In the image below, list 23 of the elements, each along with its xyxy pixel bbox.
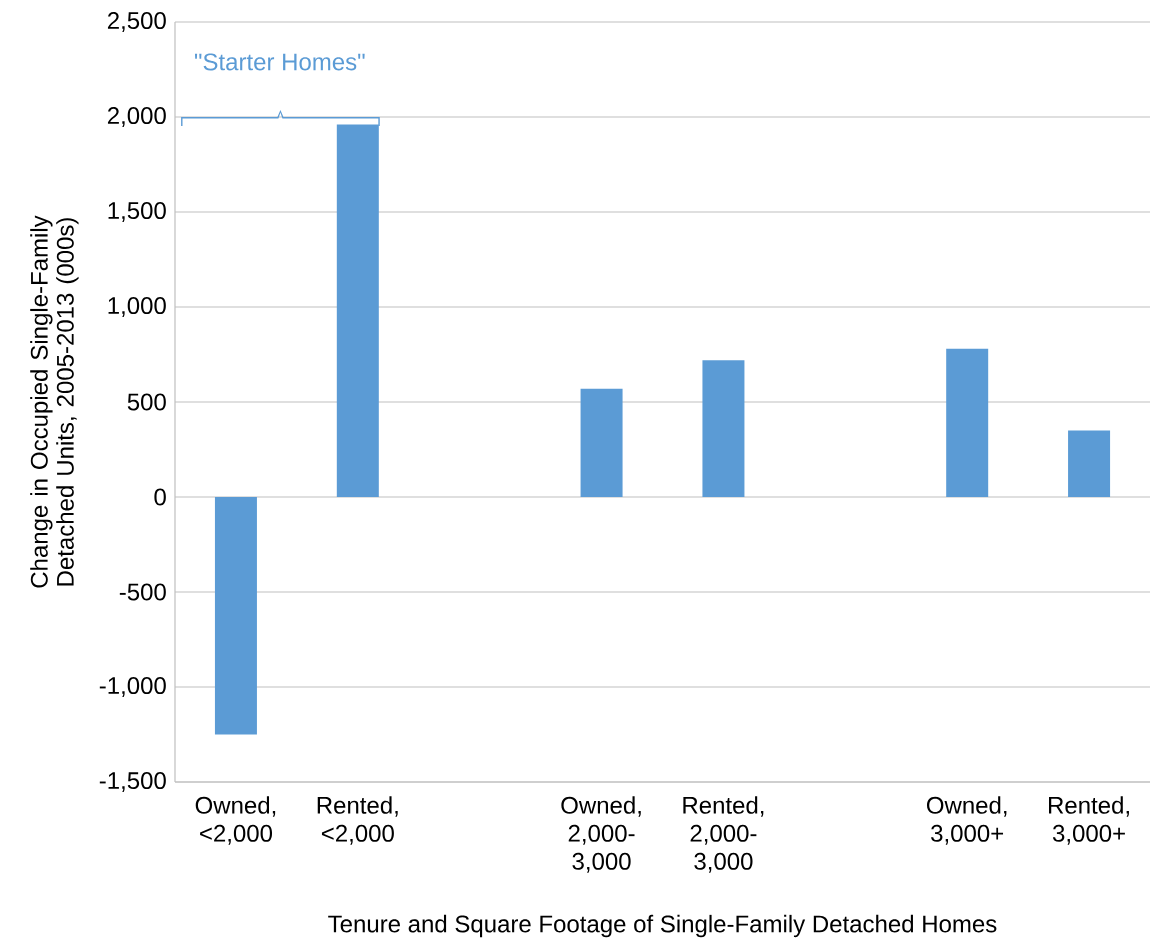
x-tick-label: Rented, 2,000-3,000 [683,796,764,873]
y-tick-label: -500 [119,583,166,601]
y-tick-label: -1,000 [99,677,166,697]
x-tick-label: Owned, <2,000 [195,796,276,845]
y-tick-label: 0 [154,488,166,506]
annotation: "Starter Homes" [194,53,365,71]
x-tick-label: Rented, 3,000+ [1049,796,1129,845]
bar [1068,430,1111,497]
bar [702,360,745,497]
bar [946,348,989,497]
x-tick-label: Owned, 3,000+ [926,796,1007,845]
y-tick-label: -1,500 [99,772,166,792]
y-tick-label: 1,500 [108,202,166,222]
y-tick-label: 2,500 [107,12,166,32]
y-tick-label: 500 [127,393,166,411]
bar [580,388,623,497]
bar [214,497,257,735]
y-tick-label: 2,000 [107,107,166,127]
y-tick-label: 1,000 [108,297,166,317]
x-tick-label: Owned, 2,000-3,000 [561,796,641,873]
x-axis-title: Tenure and Square Footage of Single-Family Detached Homes [328,914,997,938]
y-axis-title: Change in Occupied Single-Family Detached Units, 2005-2013 (000s) [30,215,79,588]
x-tick-label: Rented, <2,000 [317,796,398,845]
